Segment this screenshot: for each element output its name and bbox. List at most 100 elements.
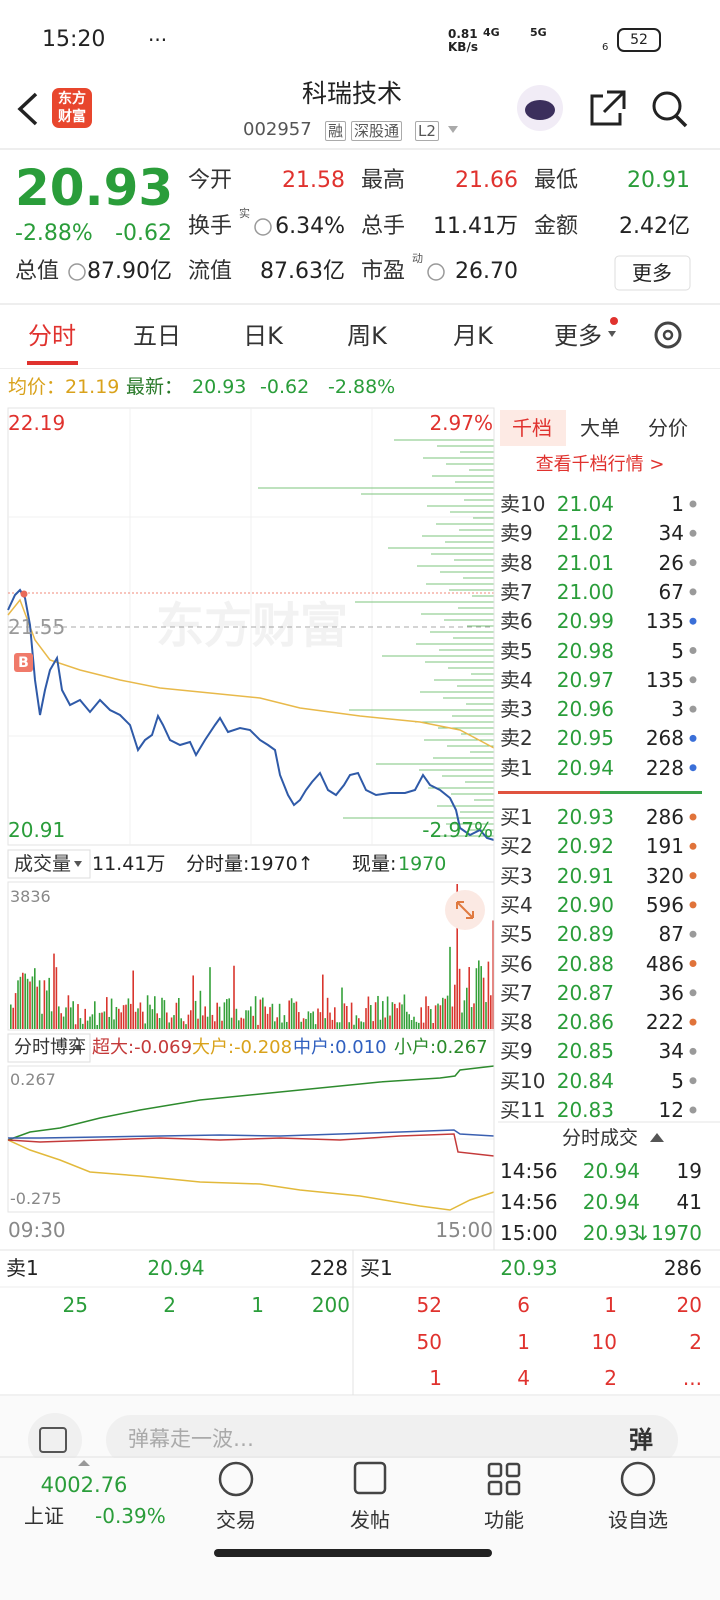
axis-low-pct: -2.97%: [422, 818, 493, 842]
volume-bar: [192, 975, 194, 1029]
info-icon: [254, 218, 272, 236]
volume-bar: [266, 1013, 269, 1029]
nav-item[interactable]: 发帖: [350, 1508, 390, 1532]
book-dot: [689, 617, 697, 625]
volume-label[interactable]: 成交量: [14, 852, 72, 875]
settings-icon[interactable]: [654, 321, 682, 349]
volume-bar: [310, 1013, 312, 1029]
volume-bar: [468, 967, 470, 1029]
book-level: 买7: [500, 980, 533, 1005]
volume-bar: [473, 1003, 475, 1029]
dropdown-arrow[interactable]: [608, 331, 616, 337]
function-icon[interactable]: [487, 1462, 503, 1478]
axis-prev-close: 21.55: [8, 615, 66, 639]
dropdown-arrow: [74, 1045, 82, 1051]
book-qty: 486: [645, 951, 684, 976]
nav-item[interactable]: 功能: [484, 1508, 524, 1532]
volume-bar: [110, 998, 113, 1029]
book-link[interactable]: 查看千档行情 >: [535, 454, 665, 476]
nav-item[interactable]: 设自选: [608, 1508, 668, 1532]
volume-bar: [439, 1005, 442, 1029]
search-icon[interactable]: [652, 91, 682, 121]
book-price: 20.89: [556, 922, 614, 947]
book-qty: 222: [645, 1010, 684, 1035]
stock-name: 科瑞技术: [301, 79, 403, 108]
volume-bar: [101, 1012, 103, 1029]
chart-tab[interactable]: 更多: [554, 321, 602, 350]
danmaku-button[interactable]: 弹: [629, 1425, 653, 1454]
volume-bar: [170, 1017, 173, 1029]
book-tab[interactable]: 大单: [580, 416, 620, 440]
book-qty: 5: [671, 638, 684, 663]
volume-bar: [367, 996, 370, 1029]
danmaku-settings[interactable]: [28, 1413, 82, 1467]
volume-bar: [154, 996, 156, 1029]
volume-bar: [360, 1021, 362, 1029]
volume-bar: [204, 1006, 206, 1029]
volume-bar: [156, 1013, 158, 1029]
wifi-badge: 6: [602, 42, 609, 53]
danmaku-placeholder[interactable]: 弹幕走一波…: [128, 1427, 254, 1452]
function-icon: [505, 1462, 521, 1478]
volume-bar: [46, 990, 48, 1029]
volume-selector[interactable]: [7, 849, 91, 879]
depth-bars: [258, 439, 494, 837]
trades-title[interactable]: 分时成交: [561, 1126, 639, 1149]
function-icon: [505, 1480, 521, 1496]
volume-bar: [403, 994, 406, 1029]
volume-bar: [12, 1007, 14, 1029]
book-level: 卖5: [500, 638, 533, 663]
index-arrow[interactable]: [78, 1460, 90, 1466]
search-handle: [674, 114, 688, 128]
volume-bar: [103, 1011, 106, 1029]
volume-bar: [413, 1016, 415, 1029]
trade-icon[interactable]: [218, 1461, 254, 1497]
volume-bar: [149, 1004, 151, 1029]
queue-order: 6: [517, 1293, 530, 1317]
watchlist-icon[interactable]: [620, 1461, 656, 1497]
flow-medium-line: [8, 1129, 495, 1139]
volume-bar: [247, 1010, 250, 1029]
book-tab[interactable]: 千档: [512, 416, 552, 440]
volume-bar: [187, 1014, 190, 1029]
volume-bar: [96, 1024, 98, 1029]
index-value[interactable]: 4002.76: [40, 1473, 128, 1498]
dropdown-arrow[interactable]: [448, 126, 458, 133]
queue-order: 20: [676, 1293, 702, 1317]
volume-bars: [10, 884, 494, 1029]
volume-bar: [386, 996, 389, 1029]
flow-large: 大户:-0.208: [192, 1037, 293, 1059]
volume-bar: [338, 1022, 341, 1029]
volume-bar: [391, 1002, 394, 1029]
volume-bar: [379, 1019, 382, 1029]
nav-item[interactable]: 交易: [216, 1508, 256, 1532]
volume-bar: [264, 1006, 266, 1029]
chart-tab[interactable]: 月K: [453, 321, 493, 350]
chart-tab[interactable]: 周K: [347, 321, 387, 350]
back-icon[interactable]: [17, 92, 38, 126]
book-qty: 26: [658, 550, 684, 575]
volume-bar: [226, 999, 228, 1029]
volume-total: 11.41万: [92, 852, 166, 875]
share-icon[interactable]: [590, 90, 626, 126]
flow-small: 小户:0.267: [394, 1037, 488, 1059]
book-level: 卖7: [500, 579, 533, 604]
volume-bar: [178, 997, 180, 1029]
post-icon[interactable]: [353, 1461, 387, 1495]
chart-tab[interactable]: 五日: [133, 321, 181, 350]
chart-tab[interactable]: 分时: [28, 321, 76, 350]
flow-label[interactable]: 分时博弈: [14, 1037, 86, 1059]
volume-bar: [113, 1019, 115, 1029]
expand-icon: [456, 901, 474, 919]
volume-bar: [305, 1018, 307, 1029]
flow-selector[interactable]: [7, 1033, 91, 1063]
collapse-arrow[interactable]: [650, 1133, 664, 1142]
danmaku-input[interactable]: [106, 1415, 678, 1465]
more-button[interactable]: [614, 255, 691, 291]
more-button[interactable]: 更多: [632, 261, 672, 285]
chart-tab[interactable]: 日K: [243, 321, 283, 350]
book-tab[interactable]: 分价: [648, 416, 688, 440]
volume-bar: [302, 1018, 305, 1029]
volume-bar: [182, 1021, 185, 1029]
volume-bar: [434, 1005, 437, 1029]
